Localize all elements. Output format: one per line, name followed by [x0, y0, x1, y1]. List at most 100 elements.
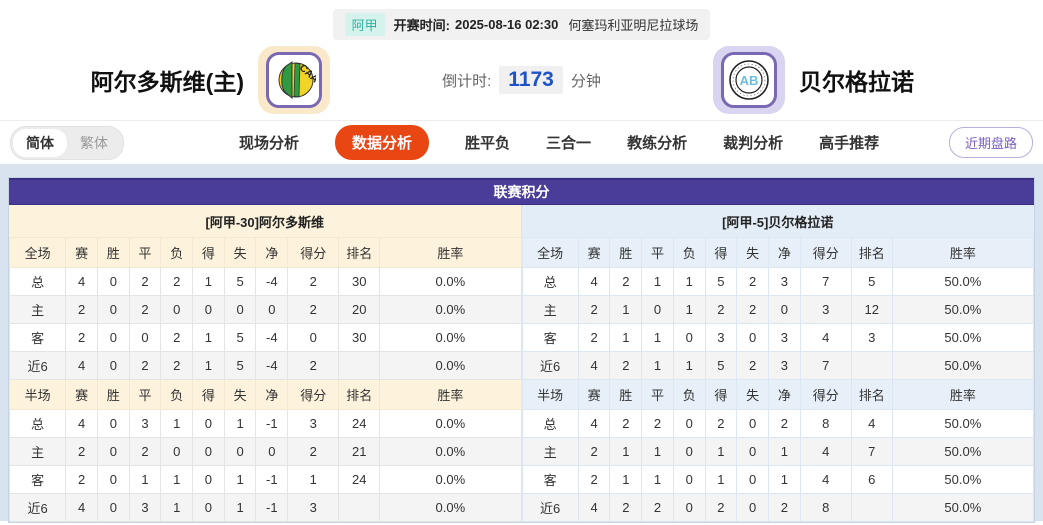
stat-cell: -4	[255, 267, 289, 296]
column-header-cell: 赛	[65, 379, 98, 410]
home-section-header: [阿甲-30]阿尔多斯维	[9, 205, 522, 237]
tab-expert-picks[interactable]: 高手推荐	[819, 135, 880, 152]
tab-live-analysis[interactable]: 现场分析	[239, 135, 300, 152]
stat-cell: 2	[736, 295, 769, 324]
stat-cell: 1	[192, 267, 225, 296]
column-header-cell: 胜	[96, 379, 130, 410]
belgrano-badge-icon: AB	[729, 60, 769, 100]
stat-cell: 2	[577, 437, 611, 466]
stats-tables: 全场赛胜平负得失净得分 排名 胜率 总 4 0 2 2 1 5 -4 2 30 0.0% 主 2 0 2 0 0 0 0…	[8, 237, 1035, 522]
stat-cell: 7	[850, 437, 893, 466]
stat-cell: 1	[641, 351, 674, 380]
stat-cell: 30	[338, 323, 381, 352]
tab-win-draw-lose[interactable]: 胜平负	[465, 135, 511, 152]
column-header-cell: 净	[255, 237, 289, 268]
column-header-cell: 全场	[521, 237, 579, 268]
stat-cell: 2	[704, 493, 738, 522]
stats-row: 主 2 0 2 0 0 0 0 2 21 0.0%	[8, 437, 522, 466]
stat-cell: 0	[736, 465, 769, 494]
match-info-pill: 阿甲 开赛时间: 2025-08-16 02:30 何塞玛利亚明尼拉球场	[332, 8, 711, 40]
stat-cell: 2	[128, 437, 162, 466]
home-halftime-header-row: 半场赛胜平负得失净得分 排名 胜率	[8, 379, 522, 410]
stat-cell: 4	[577, 493, 611, 522]
column-header-cell: 净	[767, 379, 801, 410]
stat-cell: 1	[767, 437, 801, 466]
stat-cell	[850, 493, 893, 522]
column-header-cell: 失	[223, 237, 257, 268]
stat-cell: 30	[338, 267, 381, 296]
column-header-cell: 平	[128, 379, 162, 410]
stat-cell: 0	[192, 465, 225, 494]
stat-cell: 4	[65, 409, 98, 438]
column-header-cell: 平	[641, 237, 674, 268]
stat-cell: 2	[287, 267, 340, 296]
column-header-cell: 赛	[577, 379, 611, 410]
stat-cell: 2	[160, 351, 194, 380]
countdown-unit: 分钟	[570, 72, 601, 90]
stat-cell: 4	[577, 267, 611, 296]
venue-name: 何塞玛利亚明尼拉球场	[568, 17, 699, 33]
stat-cell: 1	[609, 323, 643, 352]
stat-cell: 1	[128, 465, 162, 494]
stat-cell: 2	[128, 351, 162, 380]
row-label-cell: 总	[8, 267, 67, 296]
tab-referee-analysis[interactable]: 裁判分析	[723, 135, 784, 152]
recent-odds-button[interactable]: 近期盘路	[948, 127, 1033, 158]
section-headers: [阿甲-30]阿尔多斯维 [阿甲-5]贝尔格拉诺	[9, 205, 1034, 237]
stat-cell: 4	[577, 409, 611, 438]
tab-three-in-one[interactable]: 三合一	[546, 135, 592, 152]
stat-cell: 2	[767, 493, 801, 522]
stat-cell: 4	[577, 351, 611, 380]
column-header-cell: 胜率	[379, 237, 522, 268]
away-halftime-rows: 总 4 2 2 0 2 0 2 8 4 50.0% 主 2 1 1 0 1 0 1 4 7 50.0% 客 2 1 1 0 1 0 1 4 6…	[521, 409, 1035, 522]
row-label-cell: 近6	[8, 493, 67, 522]
stats-row: 主 2 1 0 1 2 2 0 3 12 50.0%	[521, 295, 1035, 324]
column-header-cell: 净	[255, 379, 289, 410]
column-header-cell: 失	[223, 379, 257, 410]
league-badge[interactable]: 阿甲	[344, 12, 385, 36]
tab-coach-analysis[interactable]: 教练分析	[627, 135, 688, 152]
away-team-logo: AB	[713, 46, 785, 114]
stat-cell: 7	[799, 267, 852, 296]
lang-traditional-button[interactable]: 繁体	[80, 134, 108, 151]
column-header-cell: 得分	[799, 379, 852, 410]
stat-cell: 1	[160, 493, 194, 522]
column-header-cell: 失	[736, 379, 769, 410]
away-team-block: AB 贝尔格拉诺	[713, 46, 1043, 114]
stat-cell: 1	[223, 493, 257, 522]
tab-data-analysis[interactable]: 数据分析	[335, 125, 430, 160]
column-header-cell: 胜	[609, 237, 643, 268]
stat-cell: 0	[736, 323, 769, 352]
home-fulltime-rows: 总 4 0 2 2 1 5 -4 2 30 0.0% 主 2 0 2 0 0 0 0 2 20 0.0% 客 2 0 0 2 1 5 -4…	[8, 267, 522, 380]
stat-cell: 1	[160, 465, 194, 494]
stat-cell: 4	[799, 437, 852, 466]
countdown: 倒计时: 1173 分钟	[330, 66, 713, 94]
stat-cell: 2	[704, 295, 738, 324]
column-header-cell: 胜	[609, 379, 643, 410]
stat-cell: 3	[799, 295, 852, 324]
countdown-value: 1173	[499, 66, 563, 94]
stats-row: 近6 4 0 3 1 0 1 -1 3 0.0%	[8, 493, 522, 522]
stat-cell: 6	[850, 465, 893, 494]
stat-cell: 2	[577, 323, 611, 352]
stat-cell: 0	[672, 409, 706, 438]
stat-cell: 1	[192, 323, 225, 352]
stat-cell: 2	[641, 493, 674, 522]
kickoff-time: 2025-08-16 02:30	[454, 16, 559, 32]
stats-row: 主 2 0 2 0 0 0 0 2 20 0.0%	[8, 295, 522, 324]
stat-cell: 50.0%	[891, 351, 1035, 380]
stat-cell: 0	[287, 323, 340, 352]
stat-cell: 0.0%	[379, 465, 522, 494]
home-fulltime-header-row: 全场赛胜平负得失净得分 排名 胜率	[8, 237, 522, 268]
stats-row: 客 2 0 0 2 1 5 -4 0 30 0.0%	[8, 323, 522, 352]
stat-cell: 1	[641, 323, 674, 352]
lang-simplified-button[interactable]: 简体	[13, 128, 67, 157]
away-fulltime-header-row: 全场赛胜平负得失净得分 排名 胜率	[521, 237, 1035, 268]
column-header-cell: 得分	[799, 237, 852, 268]
column-header-cell: 得分	[287, 379, 340, 410]
stat-cell: 50.0%	[891, 267, 1035, 296]
stat-cell: 0	[96, 465, 130, 494]
stat-cell: 1	[672, 267, 706, 296]
league-points-table: 联赛积分 [阿甲-30]阿尔多斯维 [阿甲-5]贝尔格拉诺 全场赛胜平负得失净得…	[8, 177, 1035, 523]
stat-cell: 2	[65, 295, 98, 324]
